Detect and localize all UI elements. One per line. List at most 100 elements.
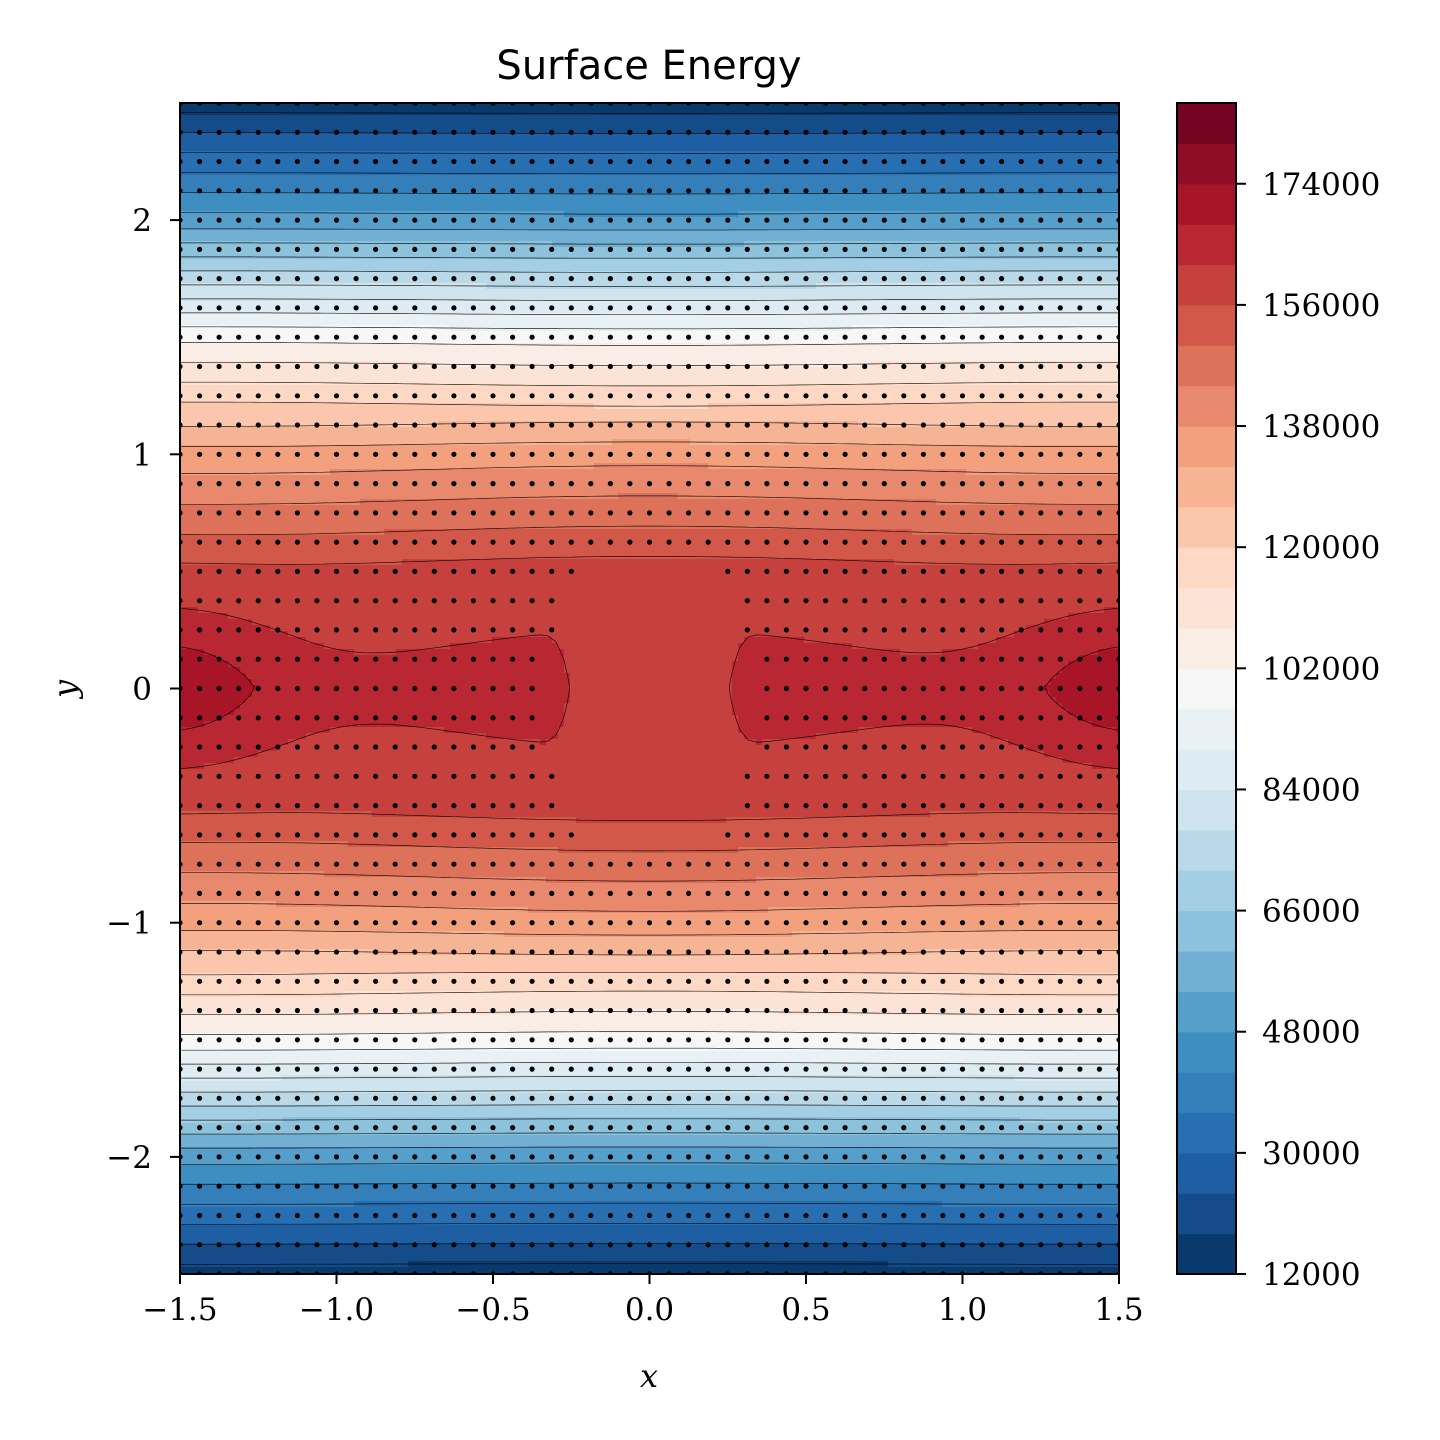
contour-cell bbox=[582, 151, 589, 158]
contour-cell bbox=[186, 151, 193, 158]
contour-cell bbox=[552, 235, 559, 242]
contour-cell bbox=[1104, 151, 1111, 158]
contour-cell bbox=[348, 217, 355, 224]
contour-cell bbox=[492, 139, 499, 146]
contour-cell bbox=[828, 133, 835, 140]
contour-cell bbox=[570, 103, 577, 110]
contour-cell bbox=[276, 181, 283, 188]
contour-cell bbox=[402, 283, 409, 290]
contour-cell bbox=[234, 253, 241, 260]
contour-cell bbox=[1116, 181, 1119, 188]
contour-cell bbox=[558, 271, 565, 278]
contour-cell bbox=[390, 265, 397, 272]
contour-cell bbox=[480, 157, 487, 164]
contour-cell bbox=[1056, 265, 1063, 272]
contour-cell bbox=[960, 151, 967, 158]
contour-cell bbox=[522, 277, 529, 284]
contour-cell bbox=[546, 139, 553, 146]
contour-cell bbox=[372, 211, 379, 218]
contour-cell bbox=[390, 271, 397, 278]
contour-cell bbox=[792, 199, 799, 206]
contour-cell bbox=[1086, 235, 1093, 242]
contour-cell bbox=[612, 277, 619, 284]
contour-cell bbox=[732, 199, 739, 206]
contour-cell bbox=[366, 199, 373, 206]
contour-cell bbox=[456, 139, 463, 146]
contour-cell bbox=[582, 139, 589, 146]
contour-cell bbox=[294, 229, 301, 236]
contour-cell bbox=[864, 223, 871, 230]
contour-cell bbox=[642, 115, 649, 122]
contour-cell bbox=[534, 277, 541, 284]
contour-cell bbox=[444, 229, 451, 236]
contour-cell bbox=[624, 139, 631, 146]
contour-cell bbox=[792, 271, 799, 278]
contour-cell bbox=[840, 235, 847, 242]
contour-cell bbox=[630, 253, 637, 260]
contour-cell bbox=[510, 235, 517, 242]
contour-cell bbox=[942, 283, 949, 290]
contour-cell bbox=[342, 187, 349, 194]
contour-cell bbox=[924, 145, 931, 152]
contour-cell bbox=[876, 265, 883, 272]
contour-cell bbox=[666, 271, 673, 278]
contour-cell bbox=[612, 127, 619, 134]
contour-cell bbox=[486, 199, 493, 206]
contour-cell bbox=[276, 223, 283, 230]
contour-cell bbox=[372, 283, 379, 290]
contour-cell bbox=[972, 217, 979, 224]
contour-cell bbox=[396, 193, 403, 200]
contour-cell bbox=[516, 133, 523, 140]
contour-cell bbox=[888, 259, 895, 266]
contour-cell bbox=[510, 175, 517, 182]
contour-cell bbox=[876, 199, 883, 206]
contour-cell bbox=[1008, 175, 1015, 182]
contour-cell bbox=[972, 169, 979, 176]
contour-cell bbox=[972, 211, 979, 218]
contour-cell bbox=[432, 193, 439, 200]
contour-cell bbox=[210, 253, 217, 260]
contour-cell bbox=[240, 241, 247, 248]
contour-cell bbox=[996, 271, 1003, 278]
contour-cell bbox=[828, 175, 835, 182]
contour-cell bbox=[408, 205, 415, 212]
contour-cell bbox=[948, 259, 955, 266]
contour-cell bbox=[342, 157, 349, 164]
contour-cell bbox=[960, 205, 967, 212]
contour-cell bbox=[360, 241, 367, 248]
contour-cell bbox=[1044, 217, 1051, 224]
contour-cell bbox=[1062, 241, 1069, 248]
contour-cell bbox=[744, 115, 751, 122]
contour-cell bbox=[528, 109, 535, 116]
contour-cell bbox=[300, 223, 307, 230]
contour-cell bbox=[426, 187, 433, 194]
contour-cell bbox=[1092, 115, 1099, 122]
contour-cell bbox=[924, 217, 931, 224]
contour-cell bbox=[1038, 253, 1045, 260]
contour-cell bbox=[660, 163, 667, 170]
contour-cell bbox=[282, 241, 289, 248]
contour-cell bbox=[228, 277, 235, 284]
contour-cell bbox=[558, 151, 565, 158]
contour-cell bbox=[228, 283, 235, 290]
contour-cell bbox=[870, 193, 877, 200]
contour-cell bbox=[870, 235, 877, 242]
contour-cell bbox=[396, 187, 403, 194]
contour-cell bbox=[516, 175, 523, 182]
contour-cell bbox=[210, 199, 217, 206]
contour-cell bbox=[276, 229, 283, 236]
contour-cell bbox=[738, 229, 745, 236]
contour-cell bbox=[324, 211, 331, 218]
contour-cell bbox=[828, 151, 835, 158]
contour-cell bbox=[810, 151, 817, 158]
contour-cell bbox=[540, 217, 547, 224]
contour-cell bbox=[840, 151, 847, 158]
contour-cell bbox=[630, 127, 637, 134]
contour-cell bbox=[192, 175, 199, 182]
contour-cell bbox=[396, 175, 403, 182]
contour-cell bbox=[930, 169, 937, 176]
contour-cell bbox=[1080, 259, 1087, 266]
contour-cell bbox=[564, 253, 571, 260]
contour-cell bbox=[912, 193, 919, 200]
contour-cell bbox=[762, 181, 769, 188]
